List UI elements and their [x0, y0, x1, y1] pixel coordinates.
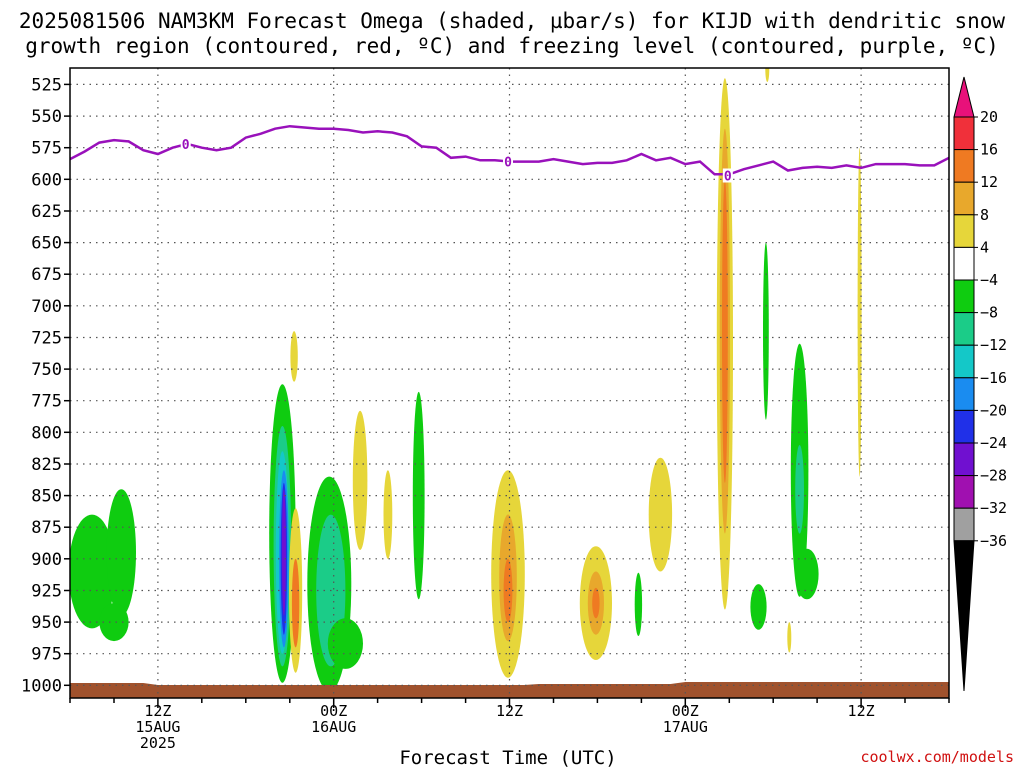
x-tick-label-12-2: 2025: [140, 734, 176, 752]
omega-cell-31: [795, 445, 804, 534]
colorbar-bin-12: [953, 475, 975, 509]
colorbar-bin-3: [953, 181, 975, 216]
freezing-level-label-0: 0: [182, 138, 190, 153]
omega-cell-3: [290, 331, 298, 382]
y-tick-label-550: 550: [31, 107, 62, 127]
colorbar-bottom-arrow: [953, 540, 975, 692]
colorbar-bin-8: [953, 344, 975, 379]
y-tick-label-600: 600: [31, 170, 62, 190]
omega-cell-16: [383, 470, 393, 559]
y-tick-label-850: 850: [31, 487, 62, 507]
colorbar-label-0: 20: [980, 108, 998, 126]
y-tick-label-1000: 1000: [21, 676, 62, 696]
x-tick-label-48-0: 00Z: [672, 702, 699, 720]
freezing-label-bg-2: [722, 168, 733, 183]
y-tick-label-950: 950: [31, 613, 62, 633]
omega-cell-0: [70, 514, 116, 629]
omega-cell-20: [503, 558, 513, 623]
omega-cell-11: [291, 558, 300, 648]
colorbar-bin-4: [953, 214, 975, 248]
omega-cell-23: [592, 587, 600, 619]
y-tick-label-725: 725: [31, 329, 62, 349]
omega-cell-32: [795, 548, 819, 600]
ground-surface: [70, 682, 949, 698]
colorbar-label-2: 12: [980, 173, 998, 191]
omega-cell-33: [750, 584, 767, 630]
x-tick-label-36-0: 12Z: [496, 702, 523, 720]
colorbar-label-5: −4: [980, 271, 998, 289]
y-axis: 525 550 575 600 625 650 675 700 725 750 775 800 825 8…: [21, 75, 70, 696]
y-tick-label-525: 525: [31, 75, 62, 95]
x-axis-label: Forecast Time (UTC): [399, 747, 616, 768]
y-tick-label-975: 975: [31, 645, 62, 665]
x-tick-label-60-0: 12Z: [848, 702, 875, 720]
omega-cell-14: [327, 618, 363, 669]
omega-cell-17: [412, 391, 425, 600]
omega-cell-1: [106, 489, 136, 616]
y-tick-label-650: 650: [31, 234, 62, 254]
x-tick-label-12-1: 15AUG: [135, 718, 180, 736]
omega-cell-28: [722, 179, 728, 483]
colorbar-bin-10: [953, 409, 975, 444]
gridlines: [70, 68, 949, 698]
omega-cell-2: [99, 603, 129, 642]
colorbar-label-8: −16: [980, 369, 1007, 387]
y-tick-label-625: 625: [31, 202, 62, 222]
freezing-label-bg-1: [503, 154, 513, 169]
omega-cell-25: [648, 457, 673, 572]
colorbar-label-11: −28: [980, 467, 1007, 485]
colorbar-bin-2: [953, 149, 975, 183]
colorbar-bin-5: [953, 246, 975, 281]
freezing-level-label-1: 0: [504, 156, 512, 171]
omega-cell-35: [787, 622, 792, 653]
omega-cell-15: [352, 410, 368, 550]
freezing-level-contour: 0 0 0: [70, 124, 949, 185]
chart-title-line1: 2025081506 NAM3KM Forecast Omega (shaded…: [19, 9, 1006, 33]
colorbar-label-4: 4: [980, 238, 989, 256]
colorbar-bin-7: [953, 312, 975, 346]
colorbar-bin-6: [953, 279, 975, 314]
colorbar-label-9: −20: [980, 401, 1007, 419]
y-tick-label-925: 925: [31, 582, 62, 602]
freezing-label-bg-0: [180, 136, 191, 151]
colorbar-bin-13: [953, 507, 975, 542]
credit-text: coolwx.com/models: [860, 748, 1014, 766]
y-tick-label-750: 750: [31, 360, 62, 380]
y-tick-label-875: 875: [31, 518, 62, 538]
x-tick-label-24-0: 00Z: [320, 702, 347, 720]
x-tick-label-48-1: 17AUG: [663, 718, 708, 736]
colorbar-top-arrow: [953, 76, 975, 118]
y-tick-label-675: 675: [31, 265, 62, 285]
omega-cell-24: [634, 572, 643, 637]
omega-cell-29: [763, 242, 769, 420]
colorbar-bin-1: [953, 116, 975, 151]
y-tick-label-825: 825: [31, 455, 62, 475]
y-tick-label-900: 900: [31, 550, 62, 570]
y-tick-label-800: 800: [31, 423, 62, 443]
x-tick-label-24-1: 16AUG: [311, 718, 356, 736]
colorbar-label-12: −32: [980, 499, 1007, 517]
omega-cell-34: [857, 147, 862, 477]
ground-layer: [70, 682, 949, 698]
colorbar-bin-11: [953, 442, 975, 477]
plot-area: 0 0 0: [70, 68, 949, 698]
chart-title-line2: growth region (contoured, red, ºC) and f…: [25, 34, 999, 58]
colorbar: 20 16 12 8 4 −4 −8 −12 −16 −20 −24 −28 −32 −36: [953, 76, 1007, 692]
omega-cell-36: [765, 68, 770, 82]
omega-cell-9: [281, 489, 286, 616]
y-tick-label-575: 575: [31, 139, 62, 159]
freezing-level-label-2: 0: [724, 170, 732, 185]
y-tick-label-775: 775: [31, 392, 62, 412]
colorbar-label-7: −12: [980, 336, 1007, 354]
colorbar-label-10: −24: [980, 434, 1007, 452]
colorbar-label-13: −36: [980, 532, 1007, 550]
y-tick-label-700: 700: [31, 297, 62, 317]
colorbar-bin-9: [953, 377, 975, 411]
colorbar-label-6: −8: [980, 304, 998, 322]
colorbar-label-3: 8: [980, 206, 989, 224]
x-tick-label-12-0: 12Z: [144, 702, 171, 720]
colorbar-label-1: 16: [980, 141, 998, 159]
